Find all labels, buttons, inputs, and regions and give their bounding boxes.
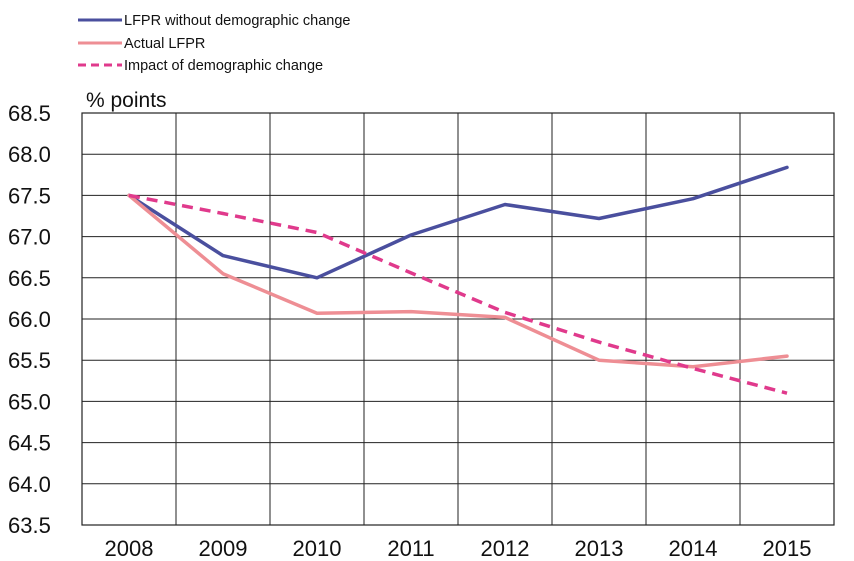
x-tick-label: 2008	[105, 536, 154, 561]
y-tick-label: 64.0	[8, 472, 51, 497]
legend: LFPR without demographic change Actual LF…	[78, 13, 351, 74]
x-axis: 2008 2009 2010 2011 2012 2013 2014 2015	[105, 536, 812, 561]
y-tick-label: 68.0	[8, 142, 51, 167]
legend-label: Impact of demographic change	[124, 58, 323, 74]
y-tick-label: 67.5	[8, 183, 51, 208]
y-tick-label: 65.5	[8, 348, 51, 373]
legend-label: LFPR without demographic change	[124, 13, 351, 29]
legend-label: Actual LFPR	[124, 36, 205, 52]
x-tick-label: 2015	[763, 536, 812, 561]
x-tick-label: 2013	[575, 536, 624, 561]
y-tick-label: 64.5	[8, 431, 51, 456]
x-tick-label: 2014	[669, 536, 718, 561]
y-tick-label: 65.0	[8, 389, 51, 414]
y-tick-label: 66.0	[8, 307, 51, 332]
x-tick-label: 2011	[387, 536, 434, 561]
y-tick-label: 66.5	[8, 266, 51, 291]
y-axis-unit-label: % points	[86, 89, 167, 112]
series-lines	[127, 165, 789, 395]
x-tick-label: 2009	[199, 536, 248, 561]
series-line-1	[127, 165, 789, 280]
y-tick-label: 67.0	[8, 225, 51, 250]
y-tick-label: 68.5	[8, 101, 51, 126]
x-tick-label: 2010	[293, 536, 342, 561]
series-line-3	[128, 193, 788, 395]
x-tick-label: 2012	[481, 536, 530, 561]
y-tick-label: 63.5	[8, 513, 51, 538]
grid	[81, 112, 835, 526]
y-axis: 68.5 68.0 67.5 67.0 66.5 66.0 65.5 65.0 64.5 64.0…	[8, 101, 51, 538]
